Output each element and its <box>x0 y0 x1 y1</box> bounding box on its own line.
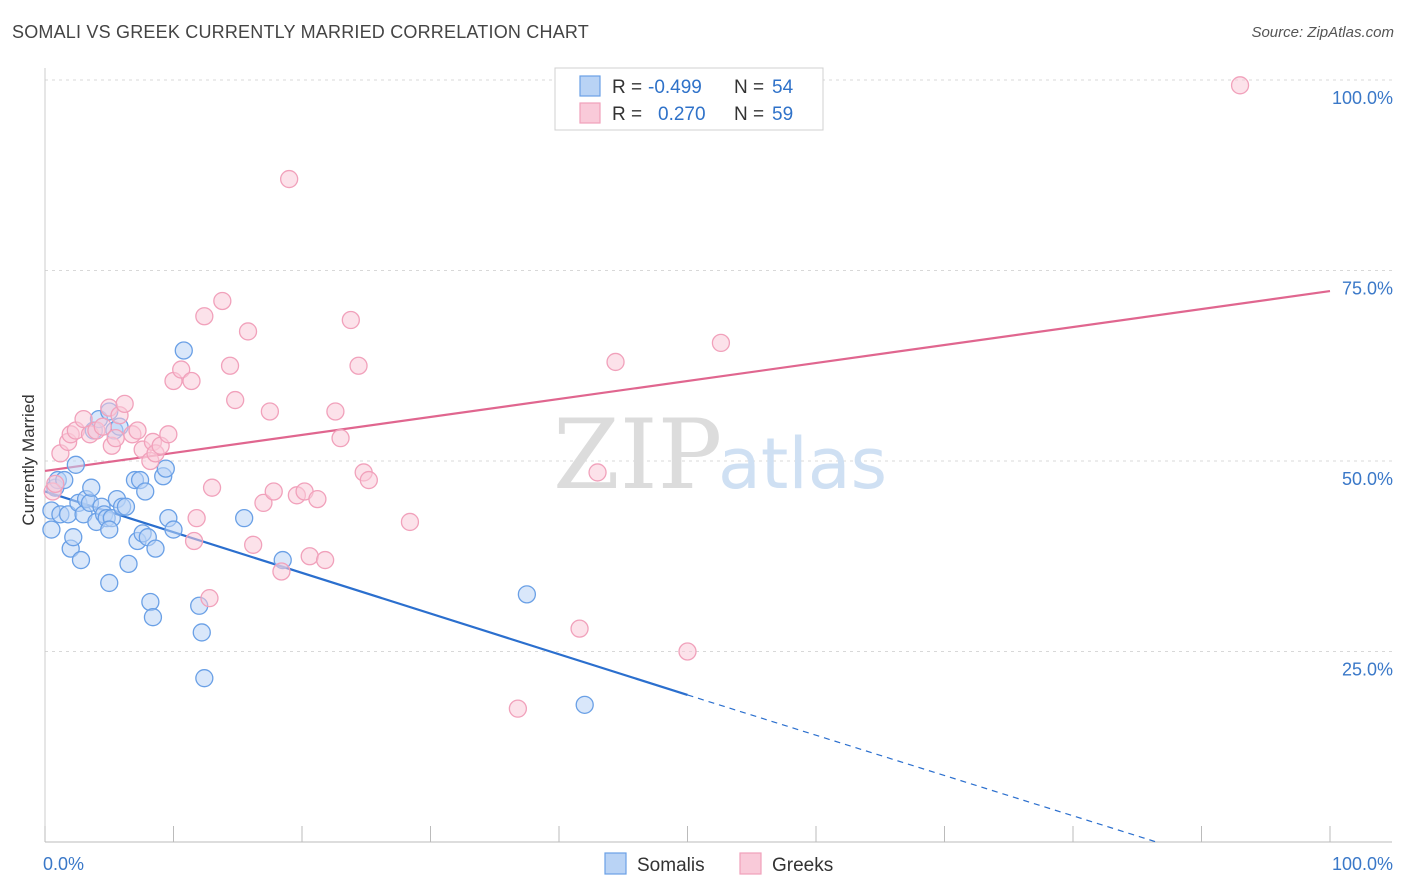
series-legend-somalis: Somalis <box>637 855 705 876</box>
legend-n-label-greeks: N = <box>734 104 764 125</box>
greeks-point-45 <box>315 550 335 570</box>
x-tick-label-max: 100.0% <box>1332 854 1393 874</box>
somalis-point-25 <box>100 520 119 539</box>
greeks-point-44 <box>308 489 327 509</box>
greeks-point-56 <box>606 352 625 372</box>
somalis-point-8 <box>64 528 83 547</box>
greeks-point-31 <box>213 291 232 311</box>
legend-r-value-greeks: 0.270 <box>658 104 706 125</box>
somalis-point-48 <box>195 669 214 688</box>
legend-n-value-greeks: 59 <box>772 104 793 125</box>
greeks-point-51 <box>359 470 378 490</box>
greeks-point-55 <box>588 463 607 482</box>
y-tick-label-1: 50.0% <box>1342 469 1393 489</box>
greeks-point-38 <box>264 482 283 501</box>
somalis-point-30 <box>116 497 136 516</box>
chart-title: SOMALI VS GREEK CURRENTLY MARRIED CORREL… <box>12 22 589 42</box>
greeks-point-1 <box>46 474 65 494</box>
somalis-point-36 <box>136 482 155 501</box>
x-tick-label-min: 0.0% <box>43 854 84 874</box>
legend-swatch-somalis <box>579 75 601 97</box>
greeks-point-24 <box>172 360 191 379</box>
greeks-point-54 <box>570 619 589 638</box>
somalis-point-52 <box>575 695 594 714</box>
y-tick-labels: 25.0% 50.0% 75.0% 100.0% <box>1332 88 1393 680</box>
grid-lines <box>45 79 1392 652</box>
greeks-point-58 <box>711 333 731 353</box>
greeks-point-6 <box>74 409 93 429</box>
greeks-point-26 <box>187 509 206 528</box>
somalis-point-51 <box>517 585 537 604</box>
greeks-point-30 <box>202 478 222 497</box>
somalis-point-9 <box>66 455 85 474</box>
somalis-trend-line <box>44 490 688 696</box>
watermark: ZIP atlas <box>553 399 887 511</box>
greeks-point-49 <box>349 356 368 375</box>
legend-n-label-somalis: N = <box>734 77 764 98</box>
greeks-point-37 <box>260 402 280 421</box>
somalis-point-45 <box>174 341 193 360</box>
greeks-point-39 <box>272 562 291 581</box>
greeks-point-27 <box>184 531 204 551</box>
somalis-point-40 <box>146 539 165 558</box>
somalis-point-39 <box>143 608 163 627</box>
greeks-point-25 <box>182 371 201 391</box>
somalis-point-38 <box>141 592 160 612</box>
greeks-point-16 <box>128 421 147 440</box>
watermark-atlas: atlas <box>718 423 887 505</box>
y-axis-label: Currently Married <box>19 394 38 525</box>
somalis-point-49 <box>235 509 254 528</box>
somalis-point-11 <box>71 550 91 570</box>
legend-swatch-greeks <box>579 102 601 124</box>
legend-n-value-somalis: 54 <box>772 77 794 98</box>
somalis-point-24 <box>100 573 119 593</box>
somalis-point-42 <box>156 459 175 478</box>
greeks-point-9 <box>93 417 112 436</box>
greeks-point-29 <box>200 589 219 608</box>
greeks-point-40 <box>279 169 299 189</box>
greeks-point-57 <box>678 642 697 661</box>
greeks-point-52 <box>400 512 420 532</box>
watermark-zip: ZIP <box>553 399 722 511</box>
axes <box>44 68 1392 843</box>
trend-lines <box>44 289 1331 843</box>
greeks-point-47 <box>331 428 350 448</box>
series-legend-greeks: Greeks <box>772 855 833 876</box>
greeks-point-36 <box>254 493 273 513</box>
x-tick-labels: 0.0% 100.0% <box>43 854 1393 874</box>
greeks-point-53 <box>508 699 528 718</box>
somalis-point-1 <box>42 520 61 539</box>
series-legend-swatch-somalis <box>604 852 627 875</box>
somalis-point-47 <box>192 623 211 642</box>
greeks-point-34 <box>238 322 258 341</box>
legend-r-label-greeks: R = <box>612 104 642 125</box>
greeks-point-12 <box>106 428 125 448</box>
source-label: Source: ZipAtlas.com <box>1251 24 1394 41</box>
greeks-point-22 <box>159 425 178 444</box>
y-tick-label-3: 100.0% <box>1332 88 1393 108</box>
greeks-point-46 <box>326 402 345 421</box>
somalis-point-31 <box>119 554 138 574</box>
greeks-point-48 <box>341 310 360 330</box>
y-tick-label-0: 25.0% <box>1342 660 1393 680</box>
greeks-trend-line <box>44 289 1331 472</box>
legend-r-value-somalis: -0.499 <box>648 77 702 98</box>
somalis-point-15 <box>82 478 101 497</box>
greeks-point-14 <box>115 394 134 414</box>
somalis-trend-extension <box>687 694 1157 843</box>
series-legend-swatch-greeks <box>739 852 762 875</box>
greeks-point-32 <box>220 356 240 375</box>
somalis-point-44 <box>164 520 183 539</box>
greeks-point-43 <box>300 547 319 566</box>
greeks-point-35 <box>244 535 263 554</box>
data-points <box>42 70 1250 718</box>
stats-legend: R = -0.499 N = 54 R = 0.270 N = 59 <box>554 67 824 131</box>
series-legend: Somalis Greeks <box>604 852 833 876</box>
legend-r-label-somalis: R = <box>612 77 642 98</box>
greeks-point-28 <box>195 307 214 326</box>
y-tick-label-2: 75.0% <box>1342 279 1393 299</box>
greeks-point-60 <box>1230 76 1250 95</box>
greeks-point-33 <box>226 390 245 410</box>
